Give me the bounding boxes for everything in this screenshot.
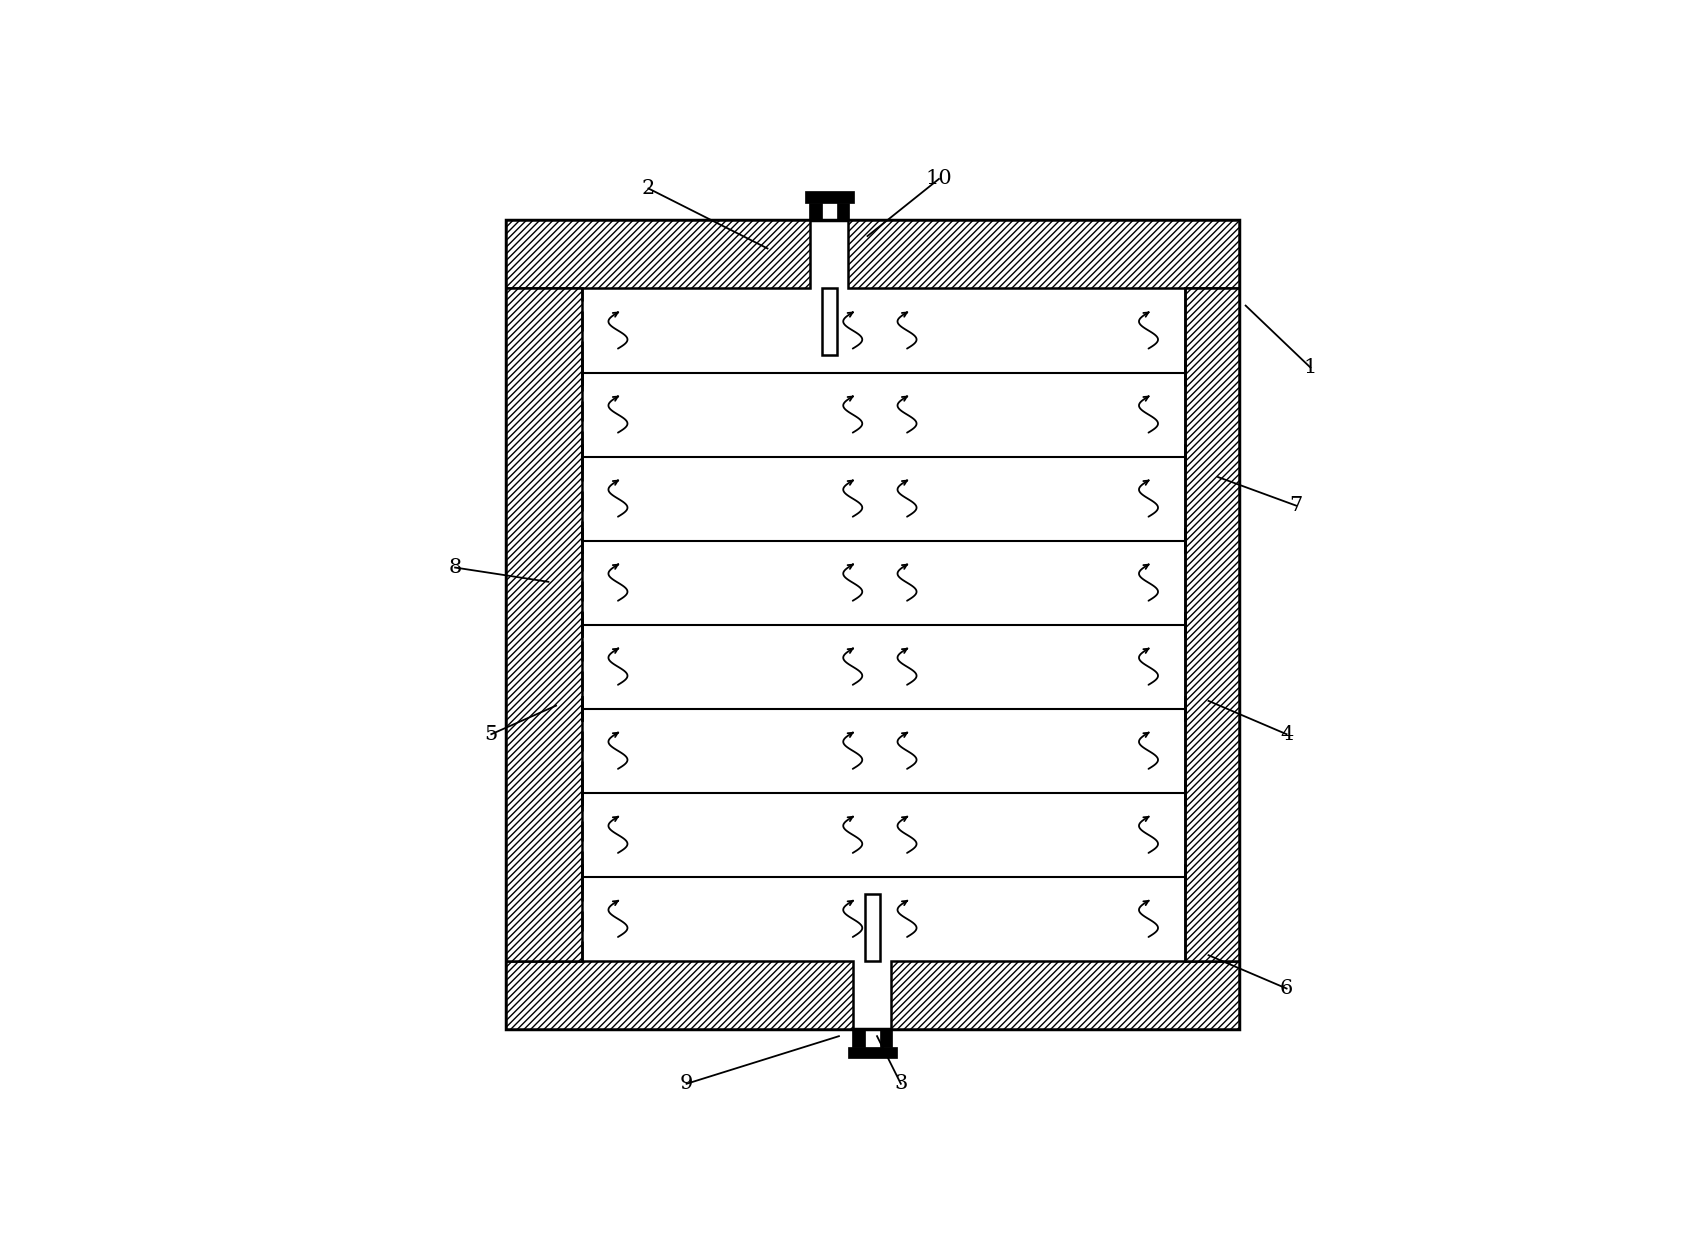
- Text: 2: 2: [642, 179, 655, 198]
- Text: 10: 10: [926, 169, 953, 188]
- Polygon shape: [849, 220, 1239, 288]
- Polygon shape: [505, 220, 810, 288]
- Text: 3: 3: [894, 1074, 907, 1094]
- Text: 6: 6: [1280, 978, 1294, 998]
- Polygon shape: [848, 1047, 897, 1058]
- Polygon shape: [505, 288, 582, 961]
- Text: 9: 9: [679, 1074, 693, 1094]
- Polygon shape: [505, 961, 853, 1029]
- Text: 7: 7: [1290, 496, 1302, 515]
- Polygon shape: [865, 894, 880, 961]
- Polygon shape: [837, 203, 849, 220]
- Polygon shape: [892, 961, 1239, 1029]
- Text: 4: 4: [1280, 725, 1294, 743]
- Polygon shape: [853, 1029, 865, 1047]
- Polygon shape: [810, 203, 822, 220]
- Polygon shape: [1185, 288, 1239, 961]
- Text: 8: 8: [448, 558, 461, 576]
- Polygon shape: [822, 288, 837, 355]
- Polygon shape: [805, 192, 854, 203]
- Text: 5: 5: [485, 725, 499, 743]
- Polygon shape: [880, 1029, 892, 1047]
- Text: 1: 1: [1304, 357, 1317, 377]
